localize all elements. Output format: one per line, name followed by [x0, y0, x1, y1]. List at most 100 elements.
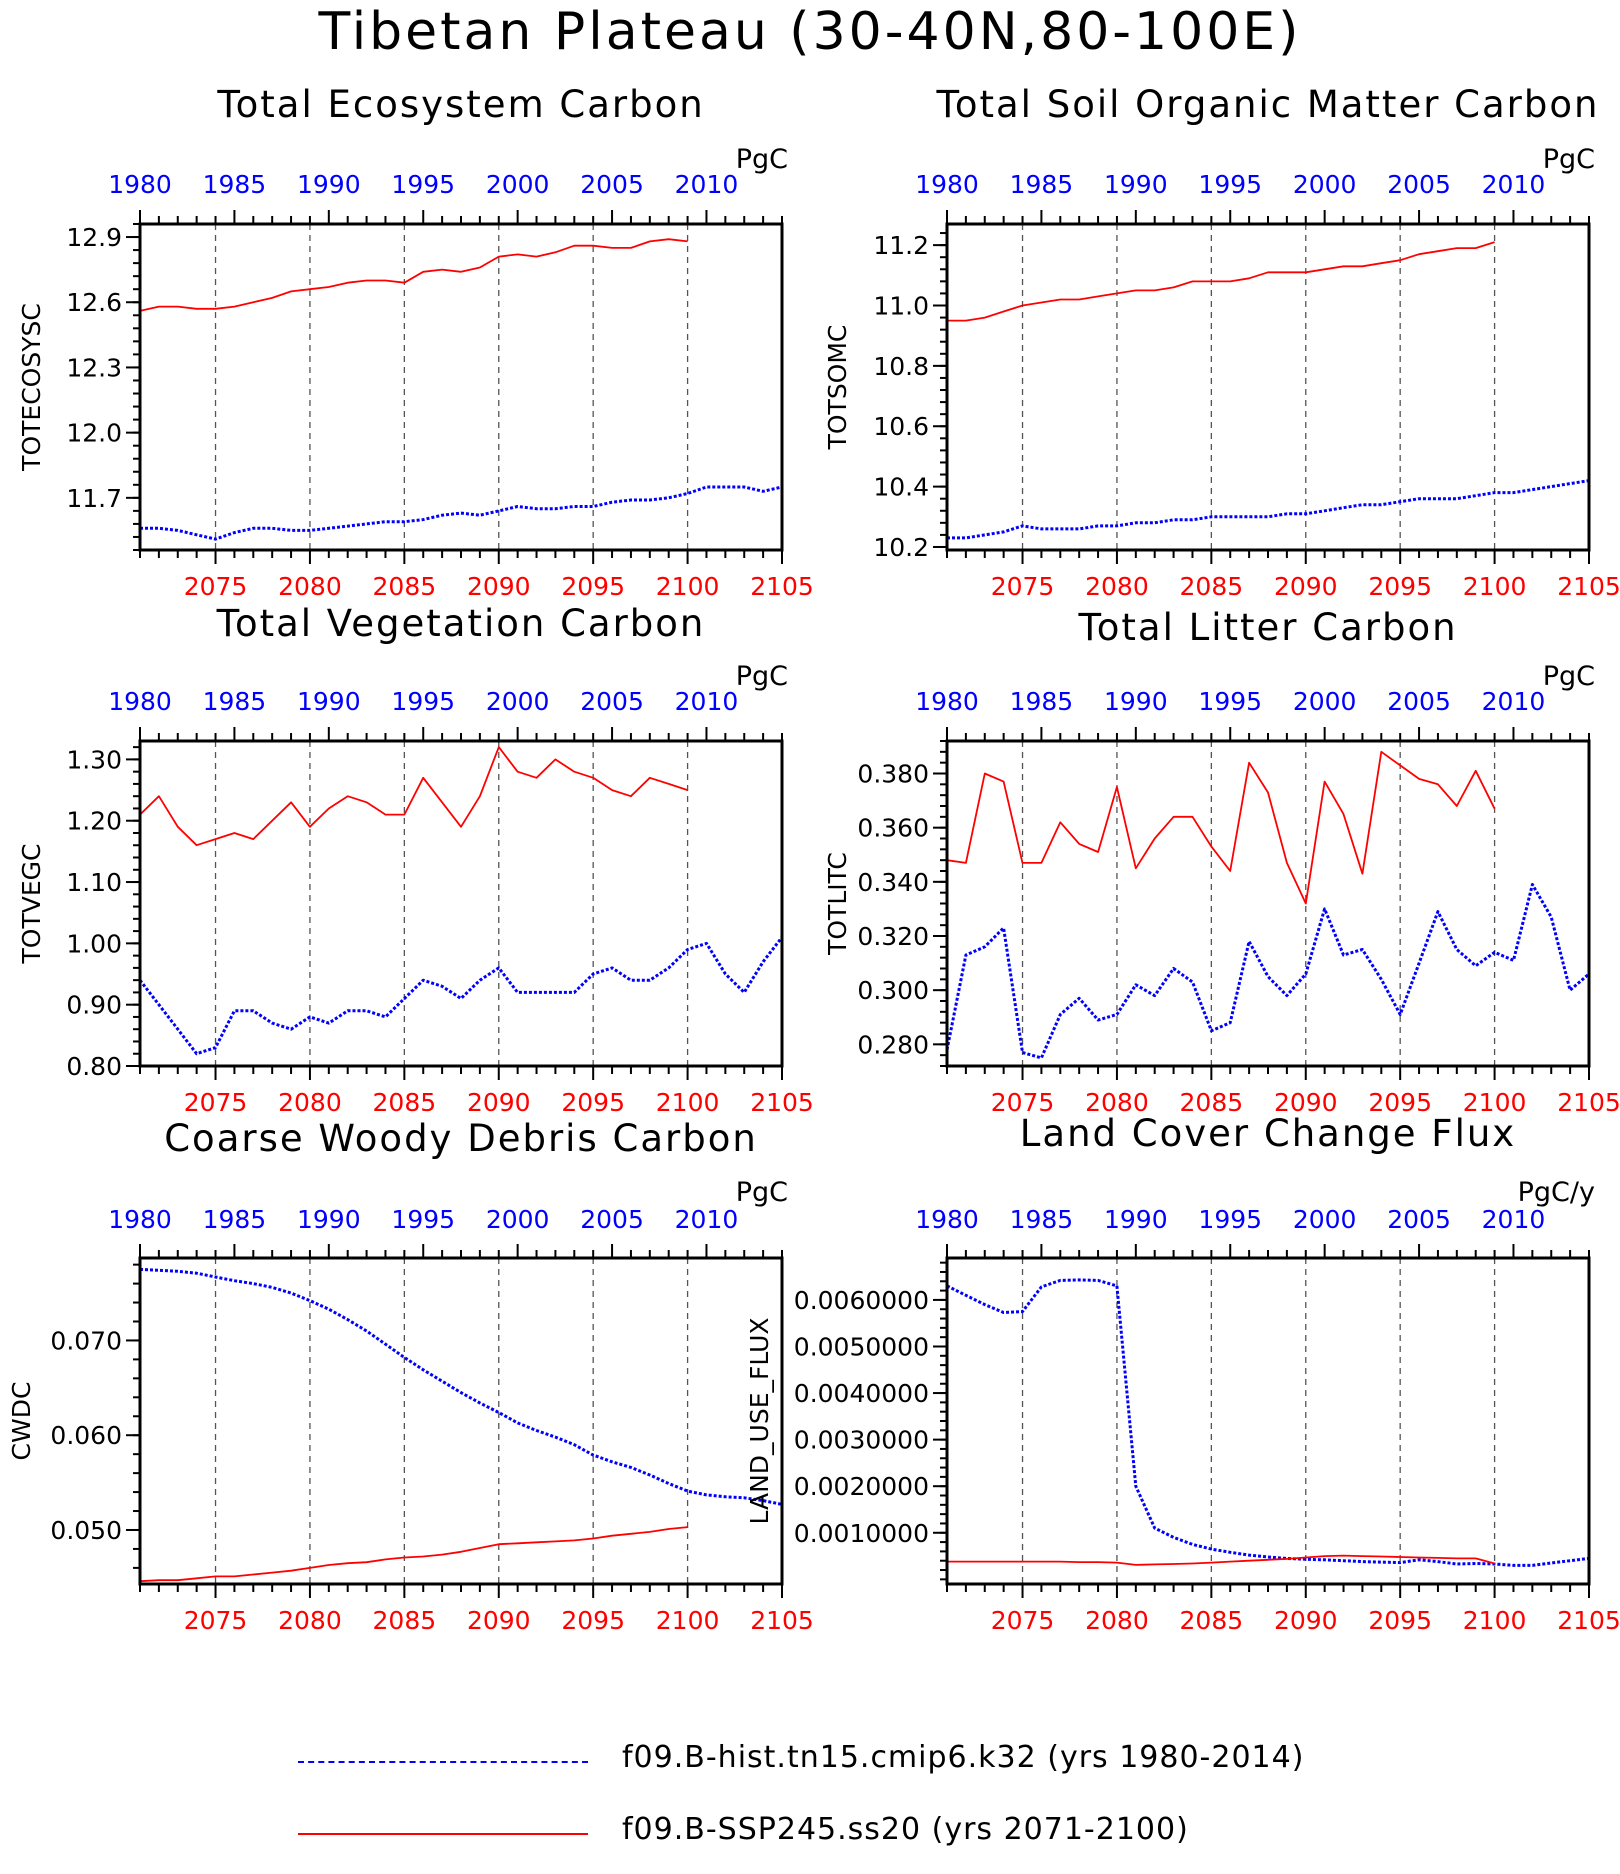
bottom-tick-label: 2085 — [373, 1088, 437, 1117]
chart-title: Total Vegetation Carbon — [216, 602, 706, 645]
bottom-tick-label: 2090 — [1274, 572, 1338, 601]
bottom-tick-label: 2080 — [278, 572, 342, 601]
top-tick-label: 1990 — [297, 170, 361, 199]
bottom-tick-label: 2080 — [1085, 572, 1149, 601]
units-label: PgC — [736, 1177, 788, 1208]
series-line-ssp — [139, 1526, 688, 1583]
top-tick-label: 2005 — [1387, 1205, 1451, 1234]
top-tick-label: 2000 — [486, 687, 550, 716]
series-line-ssp — [139, 238, 688, 312]
top-tick-label: 2005 — [580, 170, 644, 199]
series-line-hist — [140, 485, 783, 541]
top-tick-label: 2005 — [580, 687, 644, 716]
y-tick-label: 0.0050000 — [794, 1332, 929, 1361]
top-tick-label: 1990 — [297, 687, 361, 716]
main-title: Tibetan Plateau (30-40N,80-100E) — [318, 2, 1302, 62]
chart-title: Total Soil Organic Matter Carbon — [936, 83, 1600, 126]
top-tick-label: 1995 — [391, 1205, 455, 1234]
bottom-tick-label: 2095 — [1368, 1088, 1432, 1117]
top-tick-label: 1980 — [108, 687, 172, 716]
series-line-hist — [947, 479, 1590, 540]
legend-label-ssp: f09.B-SSP245.ss20 (yrs 2071-2100) — [622, 1812, 1189, 1847]
bottom-tick-label: 2075 — [991, 1088, 1055, 1117]
y-axis-label: CWDC — [7, 1382, 36, 1461]
top-tick-label: 2005 — [580, 1205, 644, 1234]
units-label: PgC — [1543, 661, 1595, 692]
y-tick-label: 0.340 — [857, 868, 929, 897]
bottom-tick-label: 2105 — [1557, 1606, 1620, 1635]
top-tick-label: 2010 — [675, 170, 739, 199]
bottom-tick-label: 2080 — [1085, 1606, 1149, 1635]
y-tick-label: 10.6 — [873, 412, 929, 441]
y-tick-label: 12.6 — [66, 288, 122, 317]
bottom-tick-label: 2095 — [561, 1088, 625, 1117]
series-line-hist — [139, 1267, 783, 1506]
y-tick-label: 0.0010000 — [794, 1519, 929, 1548]
bottom-tick-label: 2095 — [1368, 1606, 1432, 1635]
series-line-ssp — [947, 241, 1495, 322]
legend-label-hist: f09.B-hist.tn15.cmip6.k32 (yrs 1980-2014… — [622, 1740, 1305, 1775]
chart-panel: Total Soil Organic Matter Carbon PgC 2075 2… — [823, 83, 1620, 601]
y-tick-label: 12.9 — [66, 223, 122, 252]
y-axis-label: LAND_USE_FLUX — [745, 1317, 774, 1524]
bottom-tick-label: 2095 — [1368, 572, 1432, 601]
top-tick-label: 2005 — [1387, 170, 1451, 199]
series-line-hist — [945, 883, 1590, 1060]
y-tick-label: 0.0020000 — [794, 1472, 929, 1501]
y-tick-label: 0.300 — [857, 976, 929, 1005]
top-tick-label: 1995 — [1198, 170, 1262, 199]
plot-frame — [138, 222, 784, 552]
series-line-ssp — [946, 750, 1496, 905]
bottom-tick-label: 2075 — [991, 1606, 1055, 1635]
top-tick-label: 2010 — [1482, 687, 1546, 716]
y-tick-label: 10.4 — [873, 473, 929, 502]
bottom-tick-label: 2080 — [1085, 1088, 1149, 1117]
top-tick-label: 1980 — [915, 687, 979, 716]
top-tick-label: 2000 — [1293, 170, 1357, 199]
top-tick-label: 2010 — [675, 1205, 739, 1234]
top-tick-label: 2010 — [1482, 1205, 1546, 1234]
bottom-tick-label: 2080 — [278, 1088, 342, 1117]
units-label: PgC — [1543, 144, 1595, 175]
bottom-tick-label: 2105 — [750, 1088, 814, 1117]
bottom-tick-label: 2095 — [561, 1606, 625, 1635]
bottom-tick-label: 2085 — [1180, 1088, 1244, 1117]
y-axis-label: TOTSOMC — [823, 325, 852, 451]
chart-title: Land Cover Change Flux — [1020, 1112, 1516, 1155]
top-tick-label: 1995 — [391, 687, 455, 716]
bottom-tick-label: 2075 — [991, 572, 1055, 601]
top-tick-label: 2010 — [1482, 170, 1546, 199]
bottom-tick-label: 2100 — [1463, 1606, 1527, 1635]
plot-frame — [138, 1256, 784, 1586]
top-tick-label: 1985 — [203, 687, 267, 716]
y-axis-label: TOTLITC — [823, 852, 852, 956]
bottom-tick-label: 2090 — [467, 572, 531, 601]
legend-item-ssp: f09.B-SSP245.ss20 (yrs 2071-2100) — [0, 1804, 1620, 1864]
top-tick-label: 1995 — [1198, 1205, 1262, 1234]
y-tick-label: 10.8 — [873, 352, 929, 381]
bottom-tick-label: 2100 — [656, 1606, 720, 1635]
bottom-tick-label: 2090 — [467, 1606, 531, 1635]
top-tick-label: 1990 — [1104, 1205, 1168, 1234]
bottom-tick-label: 2090 — [1274, 1606, 1338, 1635]
top-tick-label: 1985 — [1010, 170, 1074, 199]
y-tick-label: 0.060 — [50, 1421, 122, 1450]
y-tick-label: 12.3 — [66, 353, 122, 382]
chart-title: Coarse Woody Debris Carbon — [164, 1117, 758, 1160]
bottom-tick-label: 2105 — [1557, 1088, 1620, 1117]
top-tick-label: 1990 — [1104, 687, 1168, 716]
y-tick-label: 0.90 — [66, 991, 122, 1020]
top-tick-label: 1985 — [203, 170, 267, 199]
top-tick-label: 2010 — [675, 687, 739, 716]
y-tick-label: 0.0040000 — [794, 1379, 929, 1408]
y-tick-label: 12.0 — [66, 419, 122, 448]
chart-panel: Coarse Woody Debris Carbon PgC 2075 2080 208… — [7, 1117, 814, 1635]
y-tick-label: 1.10 — [66, 868, 122, 897]
top-tick-label: 2000 — [486, 1205, 550, 1234]
top-tick-label: 1980 — [108, 1205, 172, 1234]
top-tick-label: 1990 — [1104, 170, 1168, 199]
top-tick-label: 2000 — [1293, 1205, 1357, 1234]
y-tick-label: 11.2 — [873, 231, 929, 260]
bottom-tick-label: 2100 — [656, 1088, 720, 1117]
